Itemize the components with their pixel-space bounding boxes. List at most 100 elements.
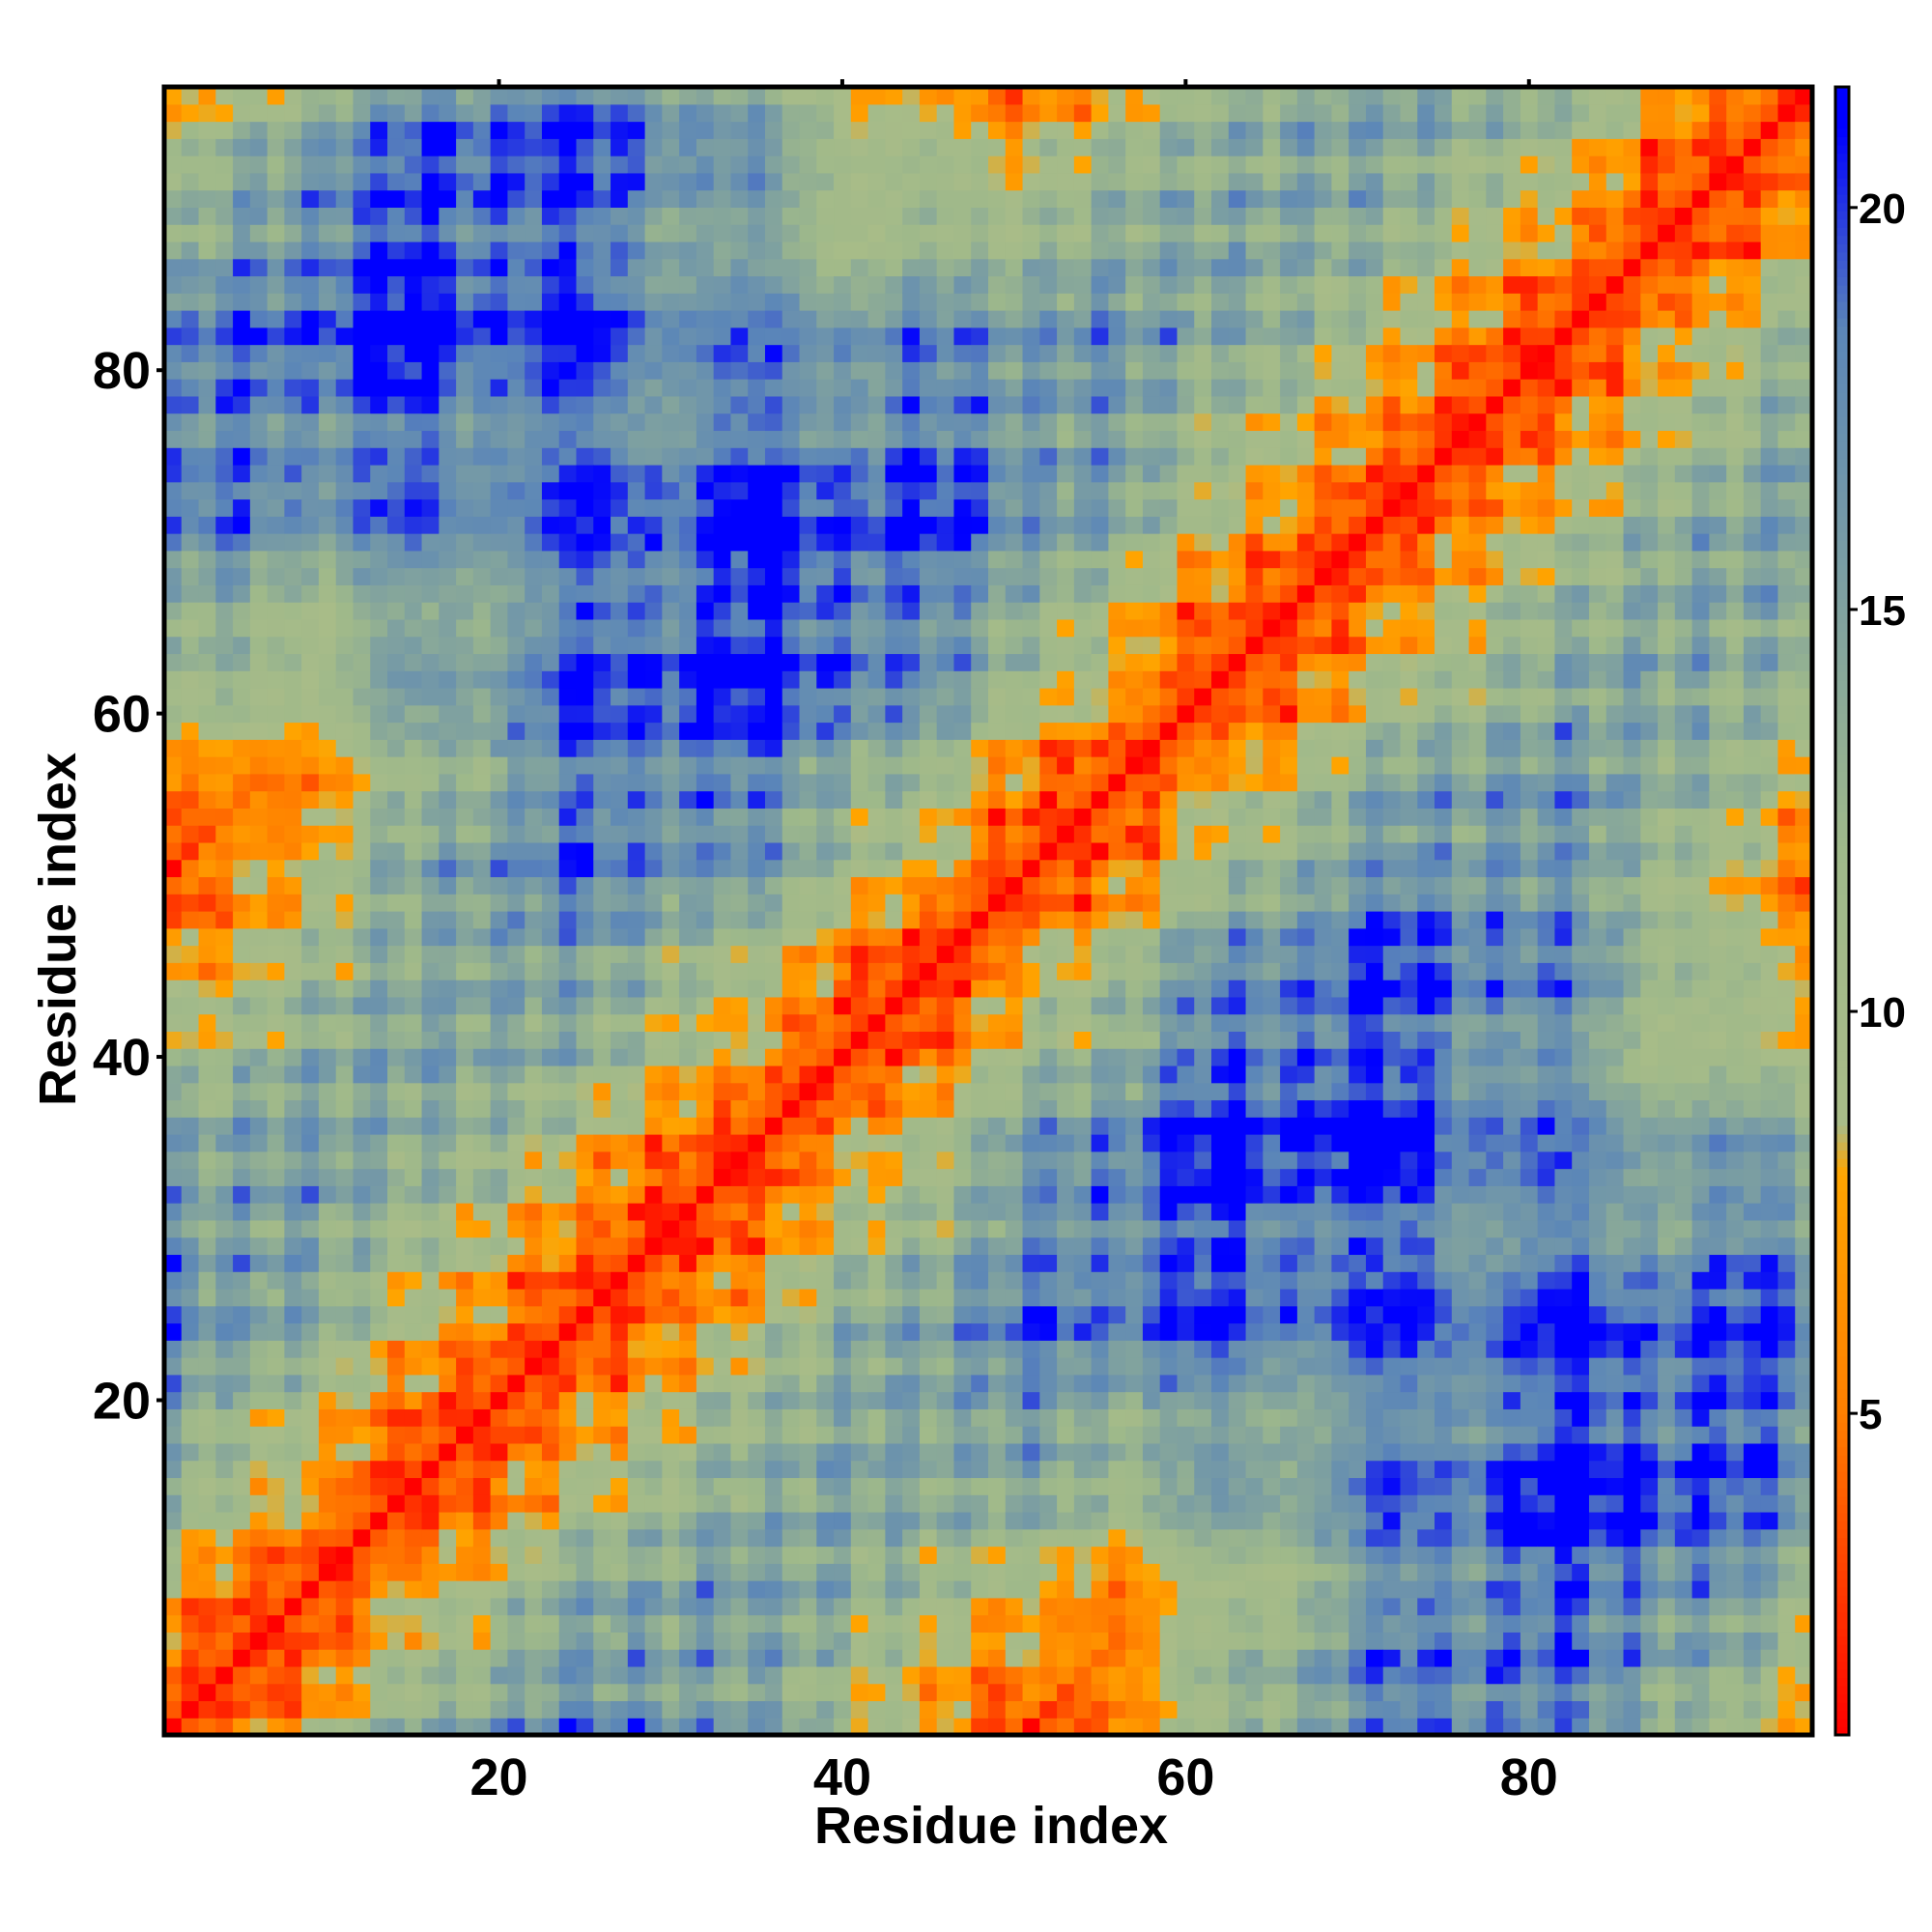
heatmap-cell bbox=[164, 980, 183, 998]
heatmap-cell bbox=[644, 310, 663, 328]
heatmap-cell bbox=[541, 1460, 560, 1479]
heatmap-cell bbox=[748, 1099, 766, 1118]
heatmap-cell bbox=[507, 1031, 526, 1049]
heatmap-cell bbox=[867, 1082, 886, 1101]
heatmap-cell bbox=[472, 1683, 492, 1702]
heatmap-cell bbox=[164, 876, 183, 895]
heatmap-cell bbox=[696, 841, 715, 861]
heatmap-cell bbox=[472, 258, 492, 277]
heatmap-cell bbox=[988, 687, 1007, 706]
heatmap-cell bbox=[576, 1134, 594, 1152]
heatmap-cell bbox=[713, 653, 732, 671]
heatmap-cell bbox=[387, 1546, 406, 1564]
heatmap-cell bbox=[781, 121, 801, 139]
heatmap-cell bbox=[627, 602, 646, 620]
heatmap-cell bbox=[370, 1357, 388, 1376]
heatmap-cell bbox=[456, 945, 474, 963]
heatmap-cell bbox=[181, 258, 200, 277]
heatmap-cell bbox=[834, 1134, 852, 1152]
heatmap-cell bbox=[198, 911, 216, 929]
heatmap-cell bbox=[627, 1099, 646, 1118]
heatmap-cell bbox=[764, 464, 783, 483]
heatmap-cell bbox=[679, 1168, 697, 1186]
heatmap-cell bbox=[421, 1391, 440, 1409]
heatmap-cell bbox=[439, 1546, 457, 1564]
heatmap-cell bbox=[988, 704, 1007, 724]
heatmap-cell bbox=[644, 1683, 663, 1702]
heatmap-cell bbox=[988, 275, 1007, 294]
heatmap-cell bbox=[318, 258, 337, 277]
heatmap-cell bbox=[748, 1322, 766, 1341]
heatmap-cell bbox=[1005, 945, 1024, 963]
heatmap-cell bbox=[318, 121, 337, 139]
heatmap-cell bbox=[525, 1426, 543, 1444]
heatmap-cell bbox=[764, 1099, 783, 1118]
heatmap-cell bbox=[181, 1013, 200, 1032]
heatmap-cell bbox=[318, 1683, 337, 1702]
heatmap-cell bbox=[490, 756, 509, 775]
heatmap-cell bbox=[971, 876, 989, 895]
heatmap-cell bbox=[919, 773, 938, 792]
heatmap-cell bbox=[971, 894, 989, 912]
heatmap-cell bbox=[679, 1305, 697, 1324]
heatmap-cell bbox=[541, 1065, 560, 1084]
heatmap-cell bbox=[490, 1580, 509, 1599]
heatmap-cell bbox=[696, 1151, 715, 1170]
heatmap-cell bbox=[472, 876, 492, 895]
heatmap-cell bbox=[335, 1203, 355, 1221]
heatmap-cell bbox=[1005, 825, 1024, 843]
heatmap-cell bbox=[1005, 189, 1024, 208]
heatmap-cell bbox=[576, 258, 594, 277]
heatmap-cell bbox=[472, 361, 492, 380]
heatmap-cell bbox=[919, 584, 938, 603]
heatmap-cell bbox=[902, 1391, 921, 1409]
heatmap-cell bbox=[249, 1305, 269, 1324]
heatmap-cell bbox=[593, 636, 611, 655]
heatmap-cell bbox=[781, 1048, 801, 1066]
heatmap-cell bbox=[988, 293, 1007, 311]
heatmap-cell bbox=[885, 841, 903, 861]
heatmap-cell bbox=[558, 516, 578, 534]
heatmap-cell bbox=[249, 275, 269, 294]
heatmap-cell bbox=[713, 996, 732, 1015]
heatmap-cell bbox=[953, 1013, 972, 1032]
heatmap-cell bbox=[335, 1408, 355, 1427]
heatmap-cell bbox=[301, 189, 320, 208]
heatmap-cell bbox=[611, 773, 629, 792]
heatmap-cell bbox=[576, 1288, 594, 1307]
heatmap-cell bbox=[679, 1511, 697, 1530]
heatmap-cell bbox=[834, 1254, 852, 1272]
heatmap-cell bbox=[284, 1322, 302, 1341]
heatmap-cell bbox=[816, 207, 835, 225]
heatmap-cell bbox=[301, 1117, 320, 1135]
heatmap-cell bbox=[627, 1511, 646, 1530]
heatmap-cell bbox=[885, 1099, 903, 1118]
heatmap-cell bbox=[593, 859, 611, 878]
heatmap-cell bbox=[902, 670, 921, 689]
heatmap-cell bbox=[439, 1718, 457, 1736]
heatmap-cell bbox=[834, 327, 852, 346]
heatmap-cell bbox=[267, 1563, 285, 1581]
heatmap-cell bbox=[627, 945, 646, 963]
heatmap-cell bbox=[953, 1408, 972, 1427]
heatmap-cell bbox=[867, 1528, 886, 1548]
heatmap-cell bbox=[953, 1185, 972, 1204]
heatmap-cell bbox=[662, 1117, 680, 1135]
heatmap-cell bbox=[1005, 258, 1024, 277]
heatmap-cell bbox=[507, 1580, 526, 1599]
heatmap-cell bbox=[953, 224, 972, 242]
heatmap-cell bbox=[370, 876, 388, 895]
heatmap-cell bbox=[730, 996, 749, 1015]
heatmap-cell bbox=[679, 1271, 697, 1290]
heatmap-cell bbox=[971, 1546, 989, 1564]
heatmap-cell bbox=[816, 687, 835, 706]
heatmap-cell bbox=[387, 1374, 406, 1393]
heatmap-cell bbox=[421, 1597, 440, 1616]
heatmap-cell bbox=[919, 1632, 938, 1650]
heatmap-cell bbox=[902, 687, 921, 706]
heatmap-cell bbox=[696, 1597, 715, 1616]
heatmap-cell bbox=[764, 138, 783, 156]
heatmap-cell bbox=[662, 756, 680, 775]
heatmap-cell bbox=[576, 430, 594, 448]
heatmap-cell bbox=[249, 584, 269, 603]
